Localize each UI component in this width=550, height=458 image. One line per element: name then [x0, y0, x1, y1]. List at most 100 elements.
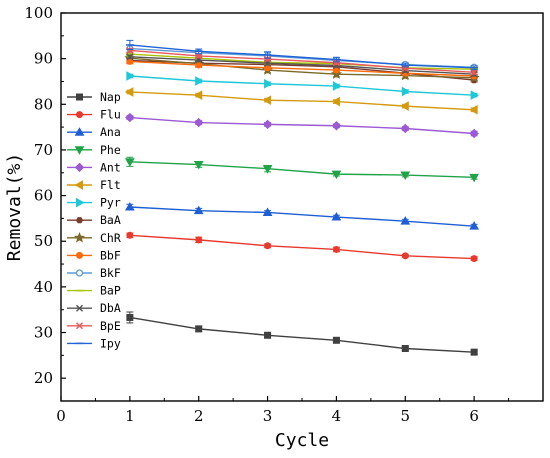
- legend-label: BbF: [100, 248, 121, 262]
- marker-stroke: [76, 304, 83, 312]
- legend-marker: [76, 251, 83, 259]
- data-point: [470, 255, 478, 263]
- legend-label: Ana: [100, 125, 121, 139]
- data-point: [470, 68, 478, 76]
- legend-marker: [74, 127, 85, 136]
- series-ant: [125, 112, 479, 139]
- x-tick-label: 6: [469, 407, 479, 425]
- series-line-nap: [129, 316, 475, 353]
- y-tick-label: 20: [34, 369, 53, 387]
- x-tick-label: 3: [263, 407, 273, 425]
- data-point: [469, 173, 480, 183]
- series-ipy: [125, 39, 479, 71]
- series-flu: [126, 231, 478, 263]
- data-point: [125, 112, 135, 123]
- legend-label: BaA: [100, 213, 121, 227]
- legend-label: BkF: [100, 266, 121, 280]
- data-point: [195, 325, 203, 333]
- data-point: [332, 245, 340, 253]
- marker-stroke: [76, 322, 83, 330]
- legend-item-dba: DbA: [67, 301, 121, 315]
- legend-label: BpE: [100, 319, 121, 333]
- data-point: [469, 221, 480, 230]
- y-tick-label: 70: [34, 141, 53, 159]
- data-point: [195, 236, 203, 244]
- series-line-pyr: [129, 75, 475, 96]
- data-point: [332, 59, 340, 67]
- legend-marker: [76, 322, 83, 330]
- data-point: [400, 171, 411, 181]
- legend-marker: [74, 146, 85, 155]
- legend-item-ant: Ant: [67, 160, 121, 174]
- data-point: [401, 86, 411, 97]
- legend-label: Pyr: [100, 196, 121, 210]
- marker-stroke: [332, 59, 340, 67]
- data-point: [469, 104, 478, 115]
- legend-marker: [76, 197, 85, 208]
- series-line-bbf: [129, 60, 475, 77]
- y-tick-label: 90: [34, 50, 53, 68]
- legend-marker: [76, 93, 83, 101]
- series-nap: [126, 311, 478, 356]
- legend-marker: [75, 217, 84, 224]
- data-point: [470, 90, 480, 101]
- x-tick-label: 4: [332, 407, 342, 425]
- data-point: [262, 207, 273, 216]
- data-point: [469, 128, 479, 139]
- marker-stroke: [264, 55, 272, 63]
- data-point: [264, 78, 273, 89]
- data-point: [126, 231, 134, 239]
- series-line-flt: [129, 91, 475, 111]
- x-tick-label: 1: [125, 407, 135, 425]
- data-point: [331, 121, 342, 131]
- data-point: [262, 119, 273, 130]
- data-point: [124, 158, 135, 167]
- legend-label: Ipy: [100, 336, 121, 350]
- data-point: [332, 81, 342, 91]
- legend-item-chr: ChR: [67, 231, 121, 245]
- marker-stroke: [126, 46, 134, 54]
- series-line-ipy: [129, 44, 475, 69]
- data-point: [126, 313, 134, 321]
- legend-item-ipy: Ipy: [67, 336, 121, 350]
- data-point: [331, 170, 342, 180]
- data-point: [264, 331, 272, 339]
- data-point: [124, 87, 134, 97]
- legend-label: Phe: [100, 143, 121, 157]
- legend-item-bap: BaP: [67, 284, 121, 298]
- series-phe: [124, 156, 480, 183]
- data-point: [470, 348, 478, 356]
- series-layer: [124, 39, 480, 356]
- y-tick-label: 60: [34, 187, 53, 205]
- data-point: [331, 96, 340, 107]
- data-point: [262, 95, 272, 106]
- legend-label: Nap: [100, 90, 121, 104]
- data-point: [401, 252, 409, 260]
- legend-marker: [74, 162, 85, 173]
- data-point: [193, 205, 204, 215]
- data-point: [193, 161, 204, 170]
- marker-stroke: [401, 64, 409, 72]
- legend-label: BaP: [100, 284, 121, 298]
- series-pyr: [126, 71, 480, 101]
- series-line-chr: [129, 57, 475, 79]
- legend-label: ChR: [100, 231, 121, 245]
- data-point: [332, 336, 340, 344]
- series-line-ana: [129, 206, 475, 227]
- legend-item-flu: Flu: [67, 108, 121, 122]
- y-tick-label: 30: [34, 324, 53, 342]
- series-line-bpe: [129, 49, 475, 74]
- legend-item-nap: Nap: [67, 90, 121, 104]
- legend-marker: [75, 269, 84, 277]
- y-tick-label: 40: [34, 278, 53, 296]
- legend-marker: [74, 180, 83, 190]
- legend-item-baa: BaA: [67, 213, 121, 227]
- series-line-phe: [129, 161, 475, 179]
- legend-item-flt: Flt: [67, 178, 121, 192]
- data-point: [400, 216, 411, 225]
- data-point: [195, 76, 204, 86]
- data-point: [400, 123, 410, 134]
- y-tick-label: 100: [24, 4, 53, 22]
- data-point: [331, 212, 342, 221]
